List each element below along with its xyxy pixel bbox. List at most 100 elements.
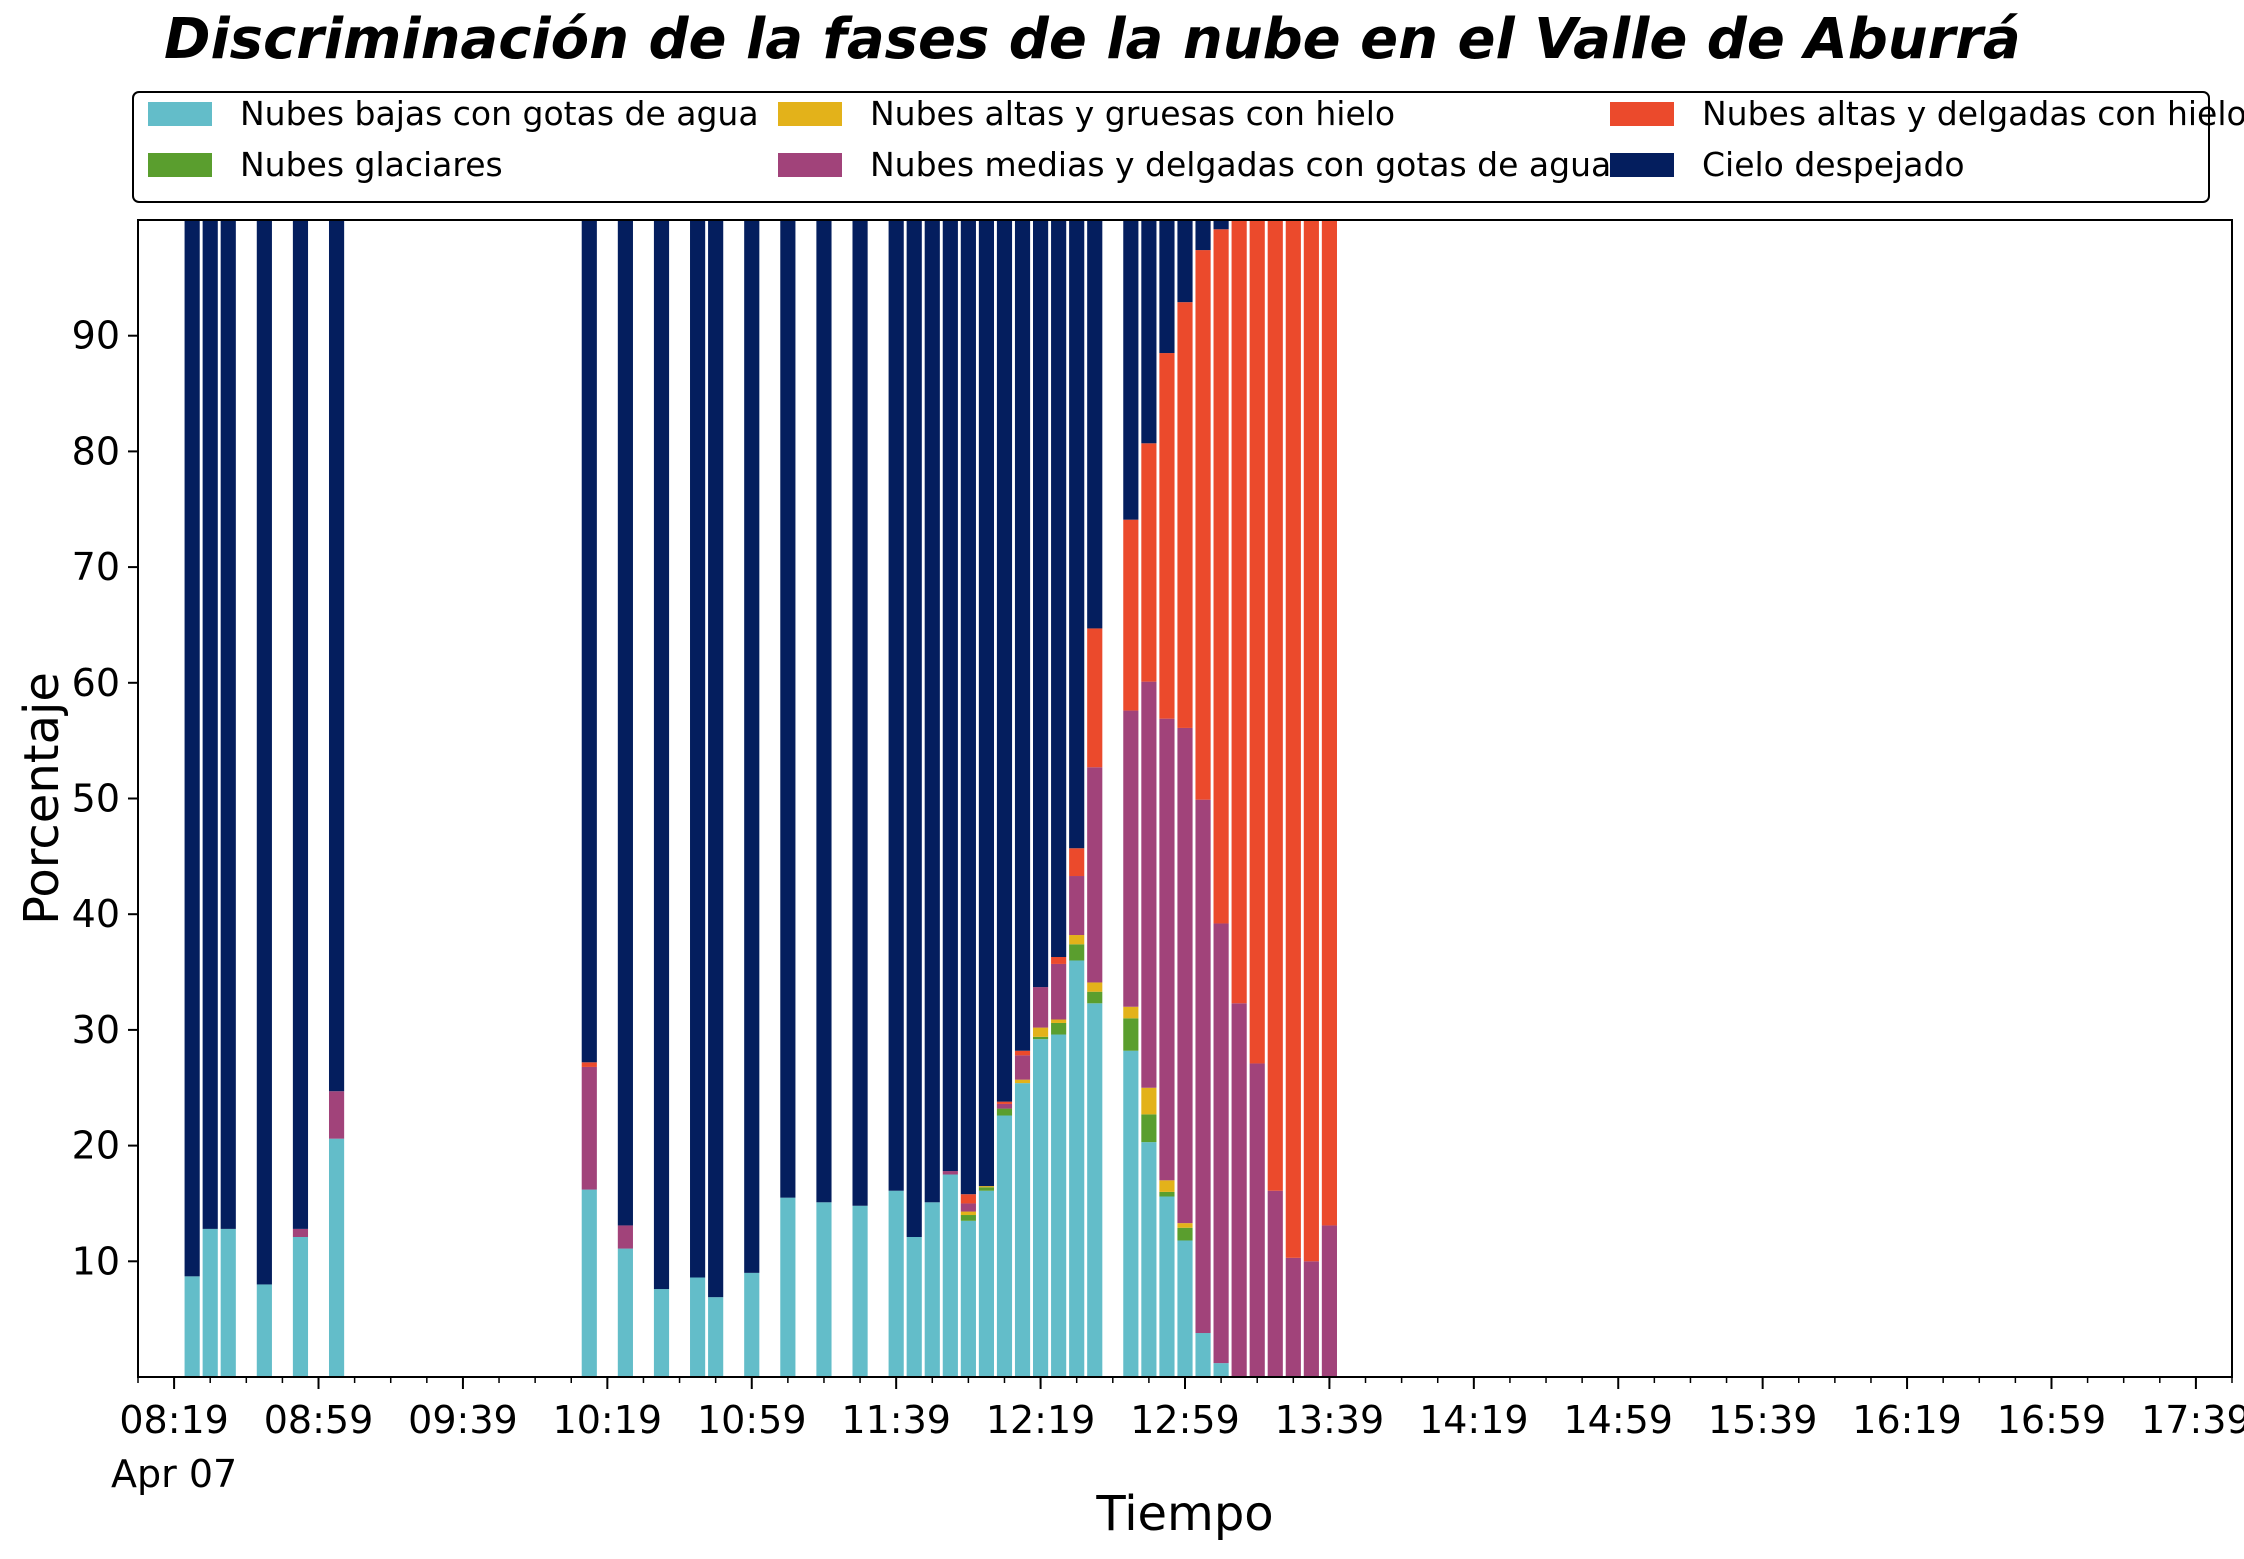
bar-cielo-despejado-1014	[581, 220, 597, 1063]
bar-cielo-despejado-1204	[978, 220, 995, 1187]
bar-nubes-medias-y-delgadas-con-gotas-de-agua-0854	[292, 1228, 309, 1237]
bar-nubes-altas-y-gruesas-con-hielo-1219	[1033, 1027, 1049, 1037]
bar-nubes-medias-y-delgadas-con-gotas-de-agua-0904	[328, 1091, 345, 1139]
bar-nubes-glaciares-1249	[1141, 1114, 1157, 1143]
bar-nubes-bajas-con-gotas-de-agua-1119	[816, 1202, 832, 1377]
bar-nubes-altas-y-delgadas-con-hielo-1244	[1123, 519, 1139, 711]
bar-nubes-glaciares-1209	[996, 1108, 1013, 1116]
bar-nubes-medias-y-delgadas-con-gotas-de-agua-1014	[581, 1066, 597, 1190]
bar-nubes-bajas-con-gotas-de-agua-1139	[888, 1190, 904, 1377]
chart-title: Discriminación de la fases de la nube en…	[164, 7, 2021, 72]
y-tick-label: 40	[72, 892, 120, 936]
bar-cielo-despejado-1049	[708, 220, 724, 1298]
bar-nubes-bajas-con-gotas-de-agua-1209	[996, 1115, 1013, 1377]
bar-nubes-glaciares-1229	[1069, 944, 1085, 961]
bar-nubes-bajas-con-gotas-de-agua-1244	[1123, 1050, 1139, 1377]
bar-nubes-bajas-con-gotas-de-agua-1249	[1141, 1142, 1157, 1377]
bar-nubes-glaciares-1254	[1159, 1191, 1175, 1197]
bar-nubes-medias-y-delgadas-con-gotas-de-agua-1209	[996, 1103, 1013, 1109]
bar-nubes-bajas-con-gotas-de-agua-0824	[184, 1276, 200, 1377]
bar-nubes-bajas-con-gotas-de-agua-1059	[744, 1272, 760, 1377]
legend-label-nubes-altas-y-delgadas-con-hielo: Nubes altas y delgadas con hielo	[1702, 94, 2244, 133]
bar-nubes-altas-y-gruesas-con-hielo-1214	[1014, 1079, 1031, 1084]
bar-nubes-altas-y-delgadas-con-hielo-1339	[1321, 220, 1337, 1226]
bar-nubes-medias-y-delgadas-con-gotas-de-agua-1219	[1033, 987, 1049, 1028]
bar-nubes-bajas-con-gotas-de-agua-0829	[202, 1228, 218, 1377]
bar-nubes-bajas-con-gotas-de-agua-1129	[852, 1205, 868, 1377]
bar-nubes-bajas-con-gotas-de-agua-0834	[220, 1228, 236, 1377]
bar-cielo-despejado-0854	[292, 220, 309, 1229]
bar-nubes-medias-y-delgadas-con-gotas-de-agua-1339	[1321, 1225, 1337, 1377]
legend-label-cielo-despejado: Cielo despejado	[1702, 145, 1965, 184]
x-axis-title: Tiempo	[1095, 1486, 1273, 1542]
bar-nubes-altas-y-delgadas-con-hielo-1314	[1231, 220, 1247, 1004]
x-tick-label: 10:59	[697, 1398, 807, 1442]
bar-cielo-despejado-1154	[942, 220, 958, 1172]
bar-nubes-medias-y-delgadas-con-gotas-de-agua-1214	[1014, 1055, 1031, 1080]
bar-cielo-despejado-1219	[1033, 220, 1049, 988]
legend-label-nubes-bajas-con-gotas-de-agua: Nubes bajas con gotas de agua	[240, 94, 759, 133]
bar-cielo-despejado-1024	[617, 220, 633, 1226]
bar-cielo-despejado-1209	[996, 220, 1013, 1102]
bar-cielo-despejado-1254	[1159, 220, 1175, 354]
legend: Nubes bajas con gotas de agua Nubes glaci…	[132, 91, 2244, 203]
bar-nubes-bajas-con-gotas-de-agua-1259	[1177, 1240, 1193, 1377]
y-tick-label: 20	[72, 1124, 120, 1168]
bar-cielo-despejado-1144	[906, 220, 922, 1237]
bar-nubes-altas-y-delgadas-con-hielo-1324	[1267, 220, 1283, 1191]
bar-nubes-bajas-con-gotas-de-agua-1224	[1051, 1034, 1067, 1377]
bar-cielo-despejado-1139	[888, 220, 904, 1191]
bar-nubes-glaciares-1244	[1123, 1018, 1139, 1051]
bar-nubes-glaciares-1219	[1033, 1036, 1049, 1040]
bar-nubes-medias-y-delgadas-con-gotas-de-agua-1304	[1195, 799, 1211, 1334]
bar-nubes-bajas-con-gotas-de-agua-1109	[780, 1197, 796, 1377]
bar-nubes-altas-y-gruesas-con-hielo-1224	[1051, 1019, 1067, 1023]
legend-box	[132, 91, 2210, 203]
bar-nubes-bajas-con-gotas-de-agua-0844	[256, 1284, 272, 1377]
bar-nubes-altas-y-gruesas-con-hielo-1204	[978, 1186, 995, 1188]
bar-cielo-despejado-1259	[1177, 220, 1193, 303]
bar-nubes-altas-y-delgadas-con-hielo-1259	[1177, 302, 1193, 728]
bar-nubes-medias-y-delgadas-con-gotas-de-agua-1314	[1231, 1003, 1247, 1377]
bar-nubes-bajas-con-gotas-de-agua-1024	[617, 1248, 633, 1377]
bar-nubes-altas-y-delgadas-con-hielo-1209	[996, 1101, 1013, 1104]
x-tick-label: 16:19	[1852, 1398, 1962, 1442]
bar-nubes-bajas-con-gotas-de-agua-1014	[581, 1189, 597, 1377]
legend-swatch-nubes-altas-y-delgadas-con-hielo	[1610, 102, 1674, 126]
y-tick-label: 10	[72, 1239, 120, 1283]
bar-nubes-glaciares-1224	[1051, 1022, 1067, 1035]
y-tick-label: 30	[72, 1008, 120, 1052]
bar-nubes-bajas-con-gotas-de-agua-1234	[1087, 1003, 1103, 1377]
y-tick-label: 70	[72, 545, 120, 589]
x-tick-label: 11:39	[841, 1398, 951, 1442]
bar-cielo-despejado-1214	[1014, 220, 1031, 1051]
legend-swatch-cielo-despejado	[1610, 153, 1674, 177]
bar-cielo-despejado-1119	[816, 220, 832, 1203]
bar-nubes-medias-y-delgadas-con-gotas-de-agua-1024	[617, 1225, 633, 1249]
bars-layer	[184, 220, 1337, 1377]
x-tick-label: 13:39	[1275, 1398, 1385, 1442]
bar-cielo-despejado-1109	[780, 220, 796, 1198]
bar-nubes-bajas-con-gotas-de-agua-1229	[1069, 960, 1085, 1377]
x-tick-label: 08:19	[119, 1398, 229, 1442]
bar-nubes-altas-y-gruesas-con-hielo-1249	[1141, 1087, 1157, 1115]
bar-cielo-despejado-1309	[1213, 220, 1229, 230]
x-tick-label: 12:59	[1130, 1398, 1240, 1442]
y-tick-label: 90	[72, 314, 120, 358]
bar-nubes-bajas-con-gotas-de-agua-1204	[978, 1190, 995, 1377]
bar-nubes-glaciares-1159	[960, 1215, 976, 1221]
y-tick-label: 60	[72, 661, 120, 705]
bar-nubes-bajas-con-gotas-de-agua-1049	[708, 1297, 724, 1377]
bar-nubes-glaciares-1234	[1087, 991, 1103, 1004]
legend-label-nubes-medias-y-delgadas-con-gotas-de-agua: Nubes medias y delgadas con gotas de agu…	[870, 145, 1611, 184]
bar-nubes-altas-y-delgadas-con-hielo-1159	[960, 1194, 976, 1204]
bar-cielo-despejado-1159	[960, 220, 976, 1195]
y-axis: 10 20 30 40 50 60 70 80 90	[72, 314, 138, 1283]
bar-nubes-bajas-con-gotas-de-agua-0854	[292, 1237, 309, 1377]
bar-nubes-altas-y-delgadas-con-hielo-1014	[581, 1062, 597, 1067]
bar-cielo-despejado-0829	[202, 220, 218, 1229]
x-axis: 08:19 Apr 07 08:59 09:39 10:19 10:59 11:39 12:1…	[111, 1377, 2244, 1496]
bar-nubes-medias-y-delgadas-con-gotas-de-agua-1334	[1303, 1261, 1319, 1377]
bar-nubes-bajas-con-gotas-de-agua-1149	[924, 1202, 940, 1377]
legend-label-nubes-glaciares: Nubes glaciares	[240, 145, 503, 184]
